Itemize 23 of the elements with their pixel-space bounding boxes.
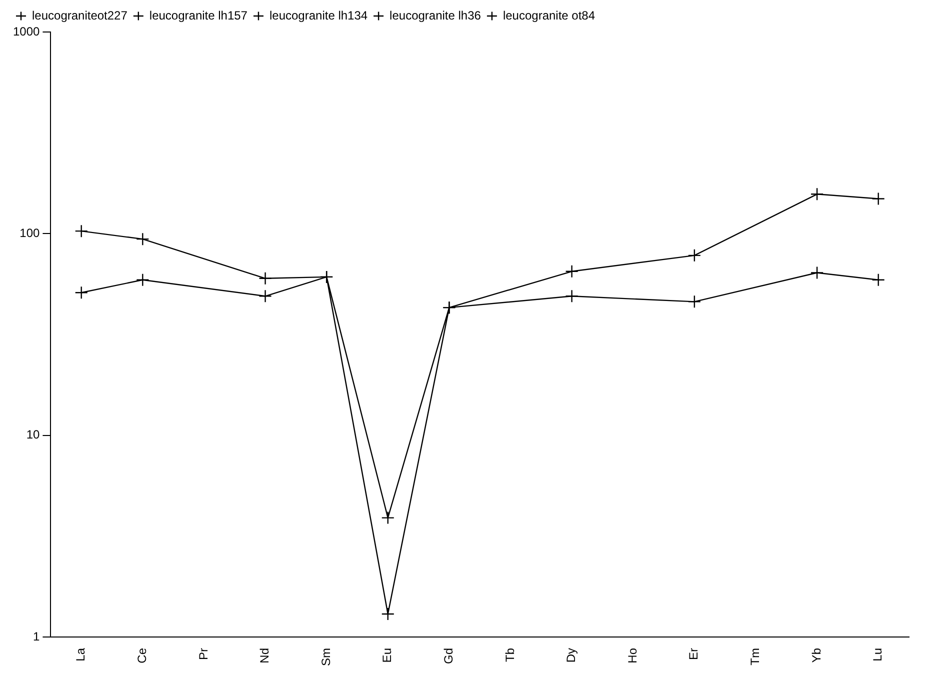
legend-label: leucograniteot227 [32,8,128,22]
x-tick-label: La [74,648,88,662]
legend-label: leucogranite lh134 [269,8,368,22]
x-tick-label: Sm [318,648,333,666]
x-tick-label: Ce [134,648,149,664]
x-tick-label: Nd [258,648,272,664]
x-tick-label: Ho [625,648,640,664]
x-tick-label: Pr [196,648,210,660]
x-tick-label: Eu [380,648,394,663]
x-tick-label: Dy [564,648,578,663]
legend-label: leucogranite lh36 [390,8,482,22]
legend-label: leucogranite ot84 [502,8,596,22]
x-tick-label: Gd [442,648,456,664]
x-tick-label: Tb [502,648,517,662]
legend-label: leucogranite lh157 [149,8,248,22]
x-tick-label: Tm [748,648,762,666]
x-tick-label: Lu [870,648,885,662]
x-tick-label: Yb [809,648,824,663]
y-tick-label: 1000 [12,24,40,38]
x-tick-label: Er [686,648,701,660]
y-tick-label: 100 [20,226,40,240]
y-tick-label: 10 [26,428,40,442]
y-tick-label: 1 [33,629,40,644]
